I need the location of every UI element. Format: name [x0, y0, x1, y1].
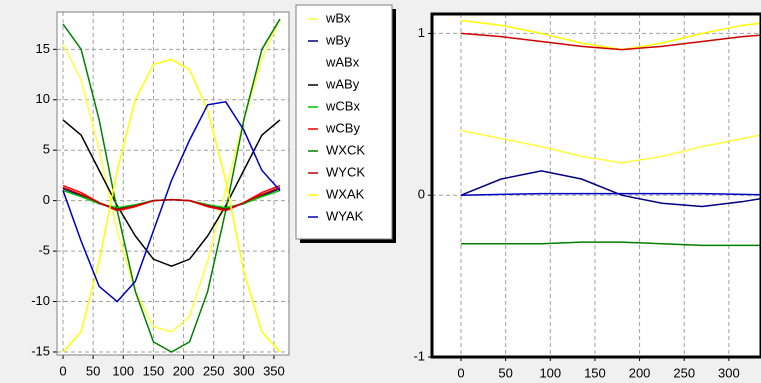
y-tick-label: 15 — [36, 41, 50, 56]
legend-label: WXCK — [326, 142, 365, 157]
legend-label: wBx — [325, 10, 351, 25]
x-tick-label: 250 — [673, 365, 695, 380]
x-tick-label: 300 — [718, 365, 740, 380]
y-tick-label: 0 — [43, 192, 50, 207]
y-tick-label: -15 — [31, 343, 50, 358]
legend-label: wABx — [325, 54, 360, 69]
y-tick-label: 10 — [36, 91, 50, 106]
series-line — [460, 170, 761, 208]
legend-label: WYCK — [326, 164, 365, 179]
x-tick-label: 0 — [59, 363, 66, 378]
x-tick-label: 300 — [233, 363, 255, 378]
x-tick-label: 350 — [263, 363, 285, 378]
series-group — [460, 19, 761, 247]
series-line — [460, 32, 761, 51]
x-tick-label: 200 — [173, 363, 195, 378]
series-line — [62, 58, 281, 353]
y-tick-label: -10 — [31, 293, 50, 308]
x-tick-label: 200 — [629, 365, 651, 380]
x-tick-label: 100 — [539, 365, 561, 380]
y-tick-label: -5 — [38, 243, 50, 258]
x-tick-label: 0 — [457, 365, 464, 380]
y-tick-label: -1 — [413, 348, 425, 363]
x-tick-label: 150 — [143, 363, 165, 378]
series-line — [460, 97, 761, 132]
x-tick-label: 100 — [112, 363, 134, 378]
series-line — [460, 129, 761, 164]
series-line — [62, 119, 281, 268]
legend-label: WXAK — [326, 186, 365, 201]
series-group — [62, 18, 281, 353]
series-line — [461, 192, 761, 196]
x-tick-label: 50 — [498, 365, 512, 380]
legend-label: wCBy — [325, 120, 360, 135]
legend-label: wABy — [325, 76, 360, 91]
y-tick-label: 5 — [43, 142, 50, 157]
y-tick-label: 1 — [418, 25, 425, 40]
series-line — [62, 18, 281, 353]
x-tick-label: 50 — [86, 363, 100, 378]
legend-box — [295, 4, 393, 240]
series-line — [461, 241, 761, 247]
legend-label: wCBx — [325, 98, 360, 113]
series-line — [62, 186, 281, 211]
plot-area — [57, 12, 289, 355]
legend-label: wBy — [325, 32, 351, 47]
x-tick-label: 150 — [584, 365, 606, 380]
y-tick-label: 0 — [418, 187, 425, 202]
x-tick-label: 250 — [203, 363, 225, 378]
plot-border — [430, 12, 761, 359]
plot-border — [56, 11, 290, 356]
series-line — [62, 100, 281, 303]
legend-label: WYAK — [326, 208, 364, 223]
